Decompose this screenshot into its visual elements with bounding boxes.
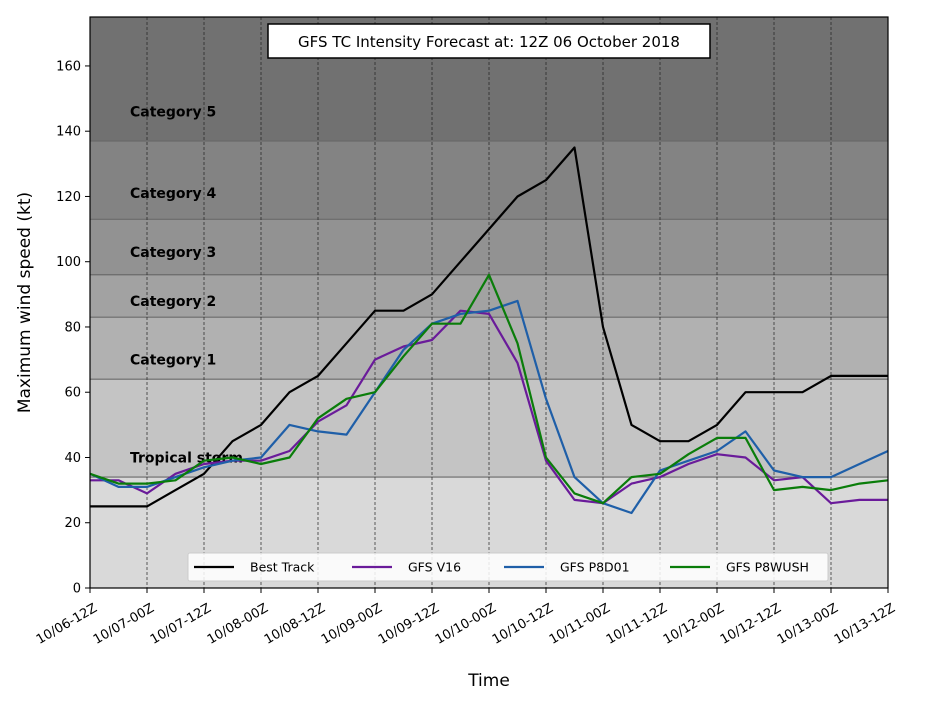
y-axis-label: Maximum wind speed (kt)	[15, 192, 35, 413]
y-tick-label-5: 100	[56, 255, 81, 270]
y-tick-label-2: 40	[64, 451, 81, 466]
y-tick-label-8: 160	[56, 59, 81, 74]
legend-label-1: GFS V16	[408, 560, 461, 575]
series-line-3	[89, 273, 889, 505]
x-tick-label-13: 10/13-00Z	[775, 601, 841, 648]
band-label-4: Category 4	[130, 186, 216, 202]
legend-label-2: GFS P8D01	[560, 560, 630, 575]
y-tick-label-4: 80	[64, 320, 81, 335]
band-label-2: Category 2	[130, 294, 216, 310]
band-label-3: Category 3	[130, 245, 216, 261]
x-tick-label-3: 10/08-00Z	[205, 601, 271, 648]
legend-items: Best Track GFS V16 GFS P8D01 GFS P8WUSH	[194, 560, 809, 575]
x-tick-label-8: 10/10-12Z	[490, 601, 556, 648]
legend-label-3: GFS P8WUSH	[726, 560, 809, 575]
x-tick-label-9: 10/11-00Z	[547, 601, 613, 648]
y-tick-label-1: 20	[64, 516, 81, 531]
x-tick-label-4: 10/08-12Z	[262, 601, 328, 648]
x-tick-label-6: 10/09-12Z	[376, 601, 442, 648]
band-label-1: Category 1	[130, 353, 216, 369]
x-tick-label-1: 10/07-00Z	[91, 601, 157, 648]
y-tick-label-6: 120	[56, 190, 81, 205]
x-tick-label-11: 10/12-00Z	[661, 601, 727, 648]
x-tick-label-7: 10/10-00Z	[433, 601, 499, 648]
x-tick-label-0: 10/06-12Z	[34, 601, 100, 648]
chart-title: GFS TC Intensity Forecast at: 12Z 06 Oct…	[298, 33, 680, 51]
x-tick-label-10: 10/11-12Z	[604, 601, 670, 648]
series-line-0	[90, 146, 888, 508]
x-axis-ticks: 10/06-12Z10/07-00Z10/07-12Z10/08-00Z10/0…	[34, 588, 898, 648]
y-tick-label-7: 140	[56, 125, 81, 140]
x-tick-label-2: 10/07-12Z	[148, 601, 214, 648]
y-axis-ticks: 0 20 40 60 80 100 120 140 160	[56, 59, 90, 597]
x-axis-label: Time	[467, 671, 510, 691]
y-tick-label-3: 60	[64, 386, 81, 401]
x-tick-label-12: 10/12-12Z	[718, 601, 784, 648]
x-tick-label-5: 10/09-00Z	[319, 601, 385, 648]
chart-title-box: GFS TC Intensity Forecast at: 12Z 06 Oct…	[267, 23, 711, 59]
band-label-5: Category 5	[130, 105, 216, 121]
legend: Best Track GFS V16 GFS P8D01 GFS P8WUSH	[187, 552, 829, 582]
vertical-grid	[146, 17, 832, 588]
series-line-2	[89, 299, 889, 515]
chart-title-border	[267, 23, 711, 59]
legend-label-0: Best Track	[250, 560, 315, 575]
series-lines	[89, 146, 889, 515]
x-tick-label-14: 10/13-12Z	[832, 601, 898, 648]
y-tick-label-0: 0	[73, 582, 81, 597]
